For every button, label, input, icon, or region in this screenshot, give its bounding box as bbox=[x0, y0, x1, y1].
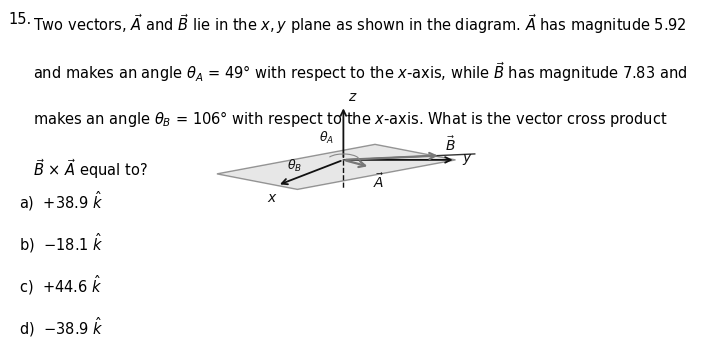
Text: $z$: $z$ bbox=[348, 90, 358, 104]
Text: and makes an angle $\theta_A$ = 49° with respect to the $x$-axis, while $\vec{B}: and makes an angle $\theta_A$ = 49° with… bbox=[33, 61, 687, 84]
Text: a)  +38.9 $\hat{k}$: a) +38.9 $\hat{k}$ bbox=[18, 189, 103, 213]
Text: d)  −38.9 $\hat{k}$: d) −38.9 $\hat{k}$ bbox=[18, 315, 103, 339]
Polygon shape bbox=[217, 144, 456, 189]
Text: Two vectors, $\vec{A}$ and $\vec{B}$ lie in the $x,y$ plane as shown in the diag: Two vectors, $\vec{A}$ and $\vec{B}$ lie… bbox=[33, 12, 687, 36]
Text: $\vec{B}$ × $\vec{A}$ equal to?: $\vec{B}$ × $\vec{A}$ equal to? bbox=[33, 157, 148, 181]
Text: $\vec{B}$: $\vec{B}$ bbox=[445, 135, 456, 154]
Text: $\theta_B$: $\theta_B$ bbox=[287, 158, 302, 174]
Text: 15.: 15. bbox=[9, 12, 32, 27]
Text: $x$: $x$ bbox=[267, 191, 278, 205]
Text: b)  −18.1 $\hat{k}$: b) −18.1 $\hat{k}$ bbox=[18, 231, 103, 255]
Text: makes an angle $\theta_B$ = 106° with respect to the $x$-axis. What is the vecto: makes an angle $\theta_B$ = 106° with re… bbox=[33, 108, 668, 129]
Text: $y$: $y$ bbox=[462, 152, 473, 167]
Text: $\vec{A}$: $\vec{A}$ bbox=[373, 173, 384, 191]
Text: $\theta_A$: $\theta_A$ bbox=[319, 130, 333, 146]
Text: c)  +44.6 $\hat{k}$: c) +44.6 $\hat{k}$ bbox=[18, 273, 102, 297]
